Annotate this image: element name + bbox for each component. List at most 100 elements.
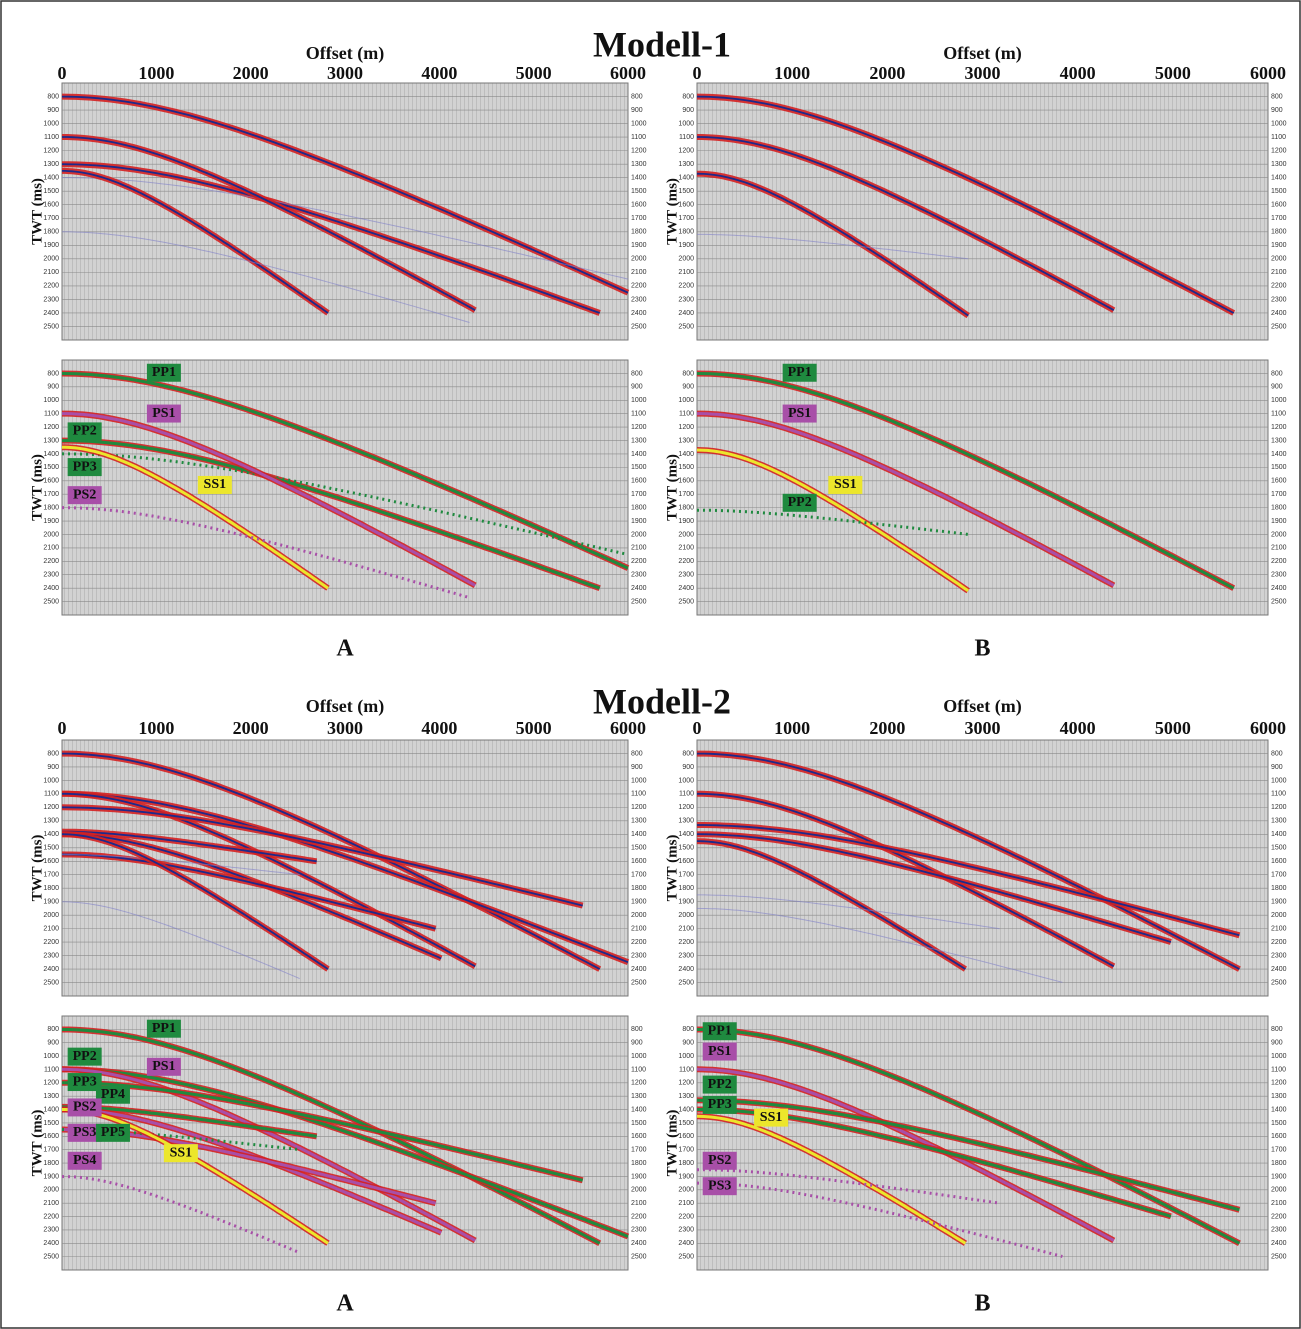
- y-tick-label: 2300: [631, 296, 647, 303]
- y-tick-label: 2400: [43, 1240, 59, 1247]
- x-tick-label: 1000: [138, 63, 174, 83]
- y-tick-label: 2200: [1271, 1213, 1287, 1220]
- model-title: Modell-1: [593, 24, 731, 64]
- y-tick-label: 1300: [43, 437, 59, 444]
- y-tick-label: 1500: [678, 845, 694, 852]
- y-tick-label: 1700: [631, 491, 647, 498]
- y-tick-label: 2200: [678, 939, 694, 946]
- y-tick-label: 2200: [43, 558, 59, 565]
- x-tick-label: 4000: [1060, 63, 1096, 83]
- y-tick-label: 1200: [43, 147, 59, 154]
- y-tick-label: 1000: [631, 1053, 647, 1060]
- x-axis-label: Offset (m): [943, 696, 1021, 717]
- panel: [62, 1016, 628, 1270]
- y-tick-label: 2500: [1271, 979, 1287, 986]
- y-tick-label: 2500: [43, 598, 59, 605]
- y-tick-label: 2400: [43, 966, 59, 973]
- y-tick-label: 1700: [678, 1147, 694, 1154]
- panel: [697, 360, 1268, 615]
- y-tick-label: 800: [47, 1026, 59, 1033]
- y-tick-label: 1800: [1271, 229, 1287, 236]
- y-tick-label: 1200: [43, 1080, 59, 1087]
- y-tick-label: 900: [47, 1040, 59, 1047]
- y-tick-label: 2300: [43, 952, 59, 959]
- y-tick-label: 1700: [43, 215, 59, 222]
- y-tick-label: 1800: [678, 504, 694, 511]
- y-tick-label: 1800: [43, 504, 59, 511]
- column-label: A: [336, 1291, 354, 1317]
- y-tick-label: 2300: [678, 572, 694, 579]
- y-tick-label: 1700: [1271, 491, 1287, 498]
- y-tick-label: 900: [631, 764, 643, 771]
- column-label: A: [336, 636, 354, 662]
- y-tick-label: 800: [47, 93, 59, 100]
- y-tick-label: 1900: [631, 899, 647, 906]
- y-tick-label: 2500: [43, 979, 59, 986]
- y-tick-label: 1400: [678, 831, 694, 838]
- y-tick-label: 1900: [1271, 518, 1287, 525]
- x-tick-label: 6000: [610, 718, 646, 738]
- y-tick-label: 2000: [43, 1187, 59, 1194]
- y-tick-label: 1300: [43, 1093, 59, 1100]
- event-label: PS2: [73, 1100, 96, 1115]
- y-tick-label: 1700: [1271, 215, 1287, 222]
- y-tick-label: 1100: [1271, 134, 1286, 141]
- y-tick-label: 1800: [678, 229, 694, 236]
- y-tick-label: 1300: [1271, 437, 1287, 444]
- y-tick-label: 1000: [1271, 397, 1287, 404]
- y-tick-label: 1000: [43, 1053, 59, 1060]
- y-tick-label: 1300: [1271, 1093, 1287, 1100]
- y-tick-label: 2000: [1271, 912, 1287, 919]
- y-tick-label: 1400: [1271, 1106, 1287, 1113]
- y-tick-label: 900: [47, 764, 59, 771]
- y-tick-label: 1000: [1271, 120, 1287, 127]
- y-tick-label: 800: [631, 1026, 643, 1033]
- y-tick-label: 2500: [1271, 323, 1287, 330]
- figure: Modell-1Offset (m)0100020003000400050006…: [0, 0, 1301, 1329]
- y-tick-label: 1300: [678, 161, 694, 168]
- event-label: SS1: [760, 1110, 783, 1125]
- y-tick-label: 2100: [678, 925, 694, 932]
- y-tick-label: 1000: [43, 777, 59, 784]
- y-tick-label: 2000: [631, 531, 647, 538]
- event-label: PP3: [73, 459, 97, 474]
- y-tick-label: 1500: [678, 1120, 694, 1127]
- y-tick-label: 1000: [631, 777, 647, 784]
- y-tick-label: 800: [682, 750, 694, 757]
- x-axis-label: Offset (m): [306, 43, 384, 64]
- y-tick-label: 2100: [43, 269, 59, 276]
- event-label: PP1: [152, 365, 176, 380]
- y-tick-label: 2300: [678, 296, 694, 303]
- y-tick-label: 2500: [678, 323, 694, 330]
- y-tick-label: 1600: [1271, 478, 1287, 485]
- y-tick-label: 1300: [1271, 818, 1287, 825]
- y-tick-label: 2100: [631, 269, 647, 276]
- y-tick-label: 900: [631, 384, 643, 391]
- panel: [62, 360, 628, 615]
- y-tick-label: 1400: [631, 831, 647, 838]
- y-tick-label: 900: [631, 1040, 643, 1047]
- y-tick-label: 1000: [678, 120, 694, 127]
- y-tick-label: 2300: [631, 572, 647, 579]
- y-tick-label: 1600: [1271, 202, 1287, 209]
- model-title: Modell-2: [593, 681, 731, 721]
- y-tick-label: 1700: [43, 1147, 59, 1154]
- y-tick-label: 2000: [631, 256, 647, 263]
- event-label: PP1: [708, 1023, 732, 1038]
- y-tick-label: 1300: [631, 818, 647, 825]
- y-axis-label: TWT (ms): [664, 1110, 680, 1177]
- x-tick-label: 4000: [421, 63, 457, 83]
- y-tick-label: 2100: [678, 269, 694, 276]
- y-tick-label: 2500: [631, 323, 647, 330]
- y-tick-label: 1300: [631, 161, 647, 168]
- event-label: PP2: [708, 1077, 732, 1092]
- y-tick-label: 1100: [679, 411, 694, 418]
- y-tick-label: 900: [631, 107, 643, 114]
- y-tick-label: 800: [631, 750, 643, 757]
- y-tick-label: 1600: [678, 202, 694, 209]
- y-tick-label: 1700: [1271, 1147, 1287, 1154]
- y-tick-label: 1400: [678, 175, 694, 182]
- y-tick-label: 1100: [44, 134, 59, 141]
- y-tick-label: 2200: [631, 558, 647, 565]
- y-tick-label: 2300: [1271, 952, 1287, 959]
